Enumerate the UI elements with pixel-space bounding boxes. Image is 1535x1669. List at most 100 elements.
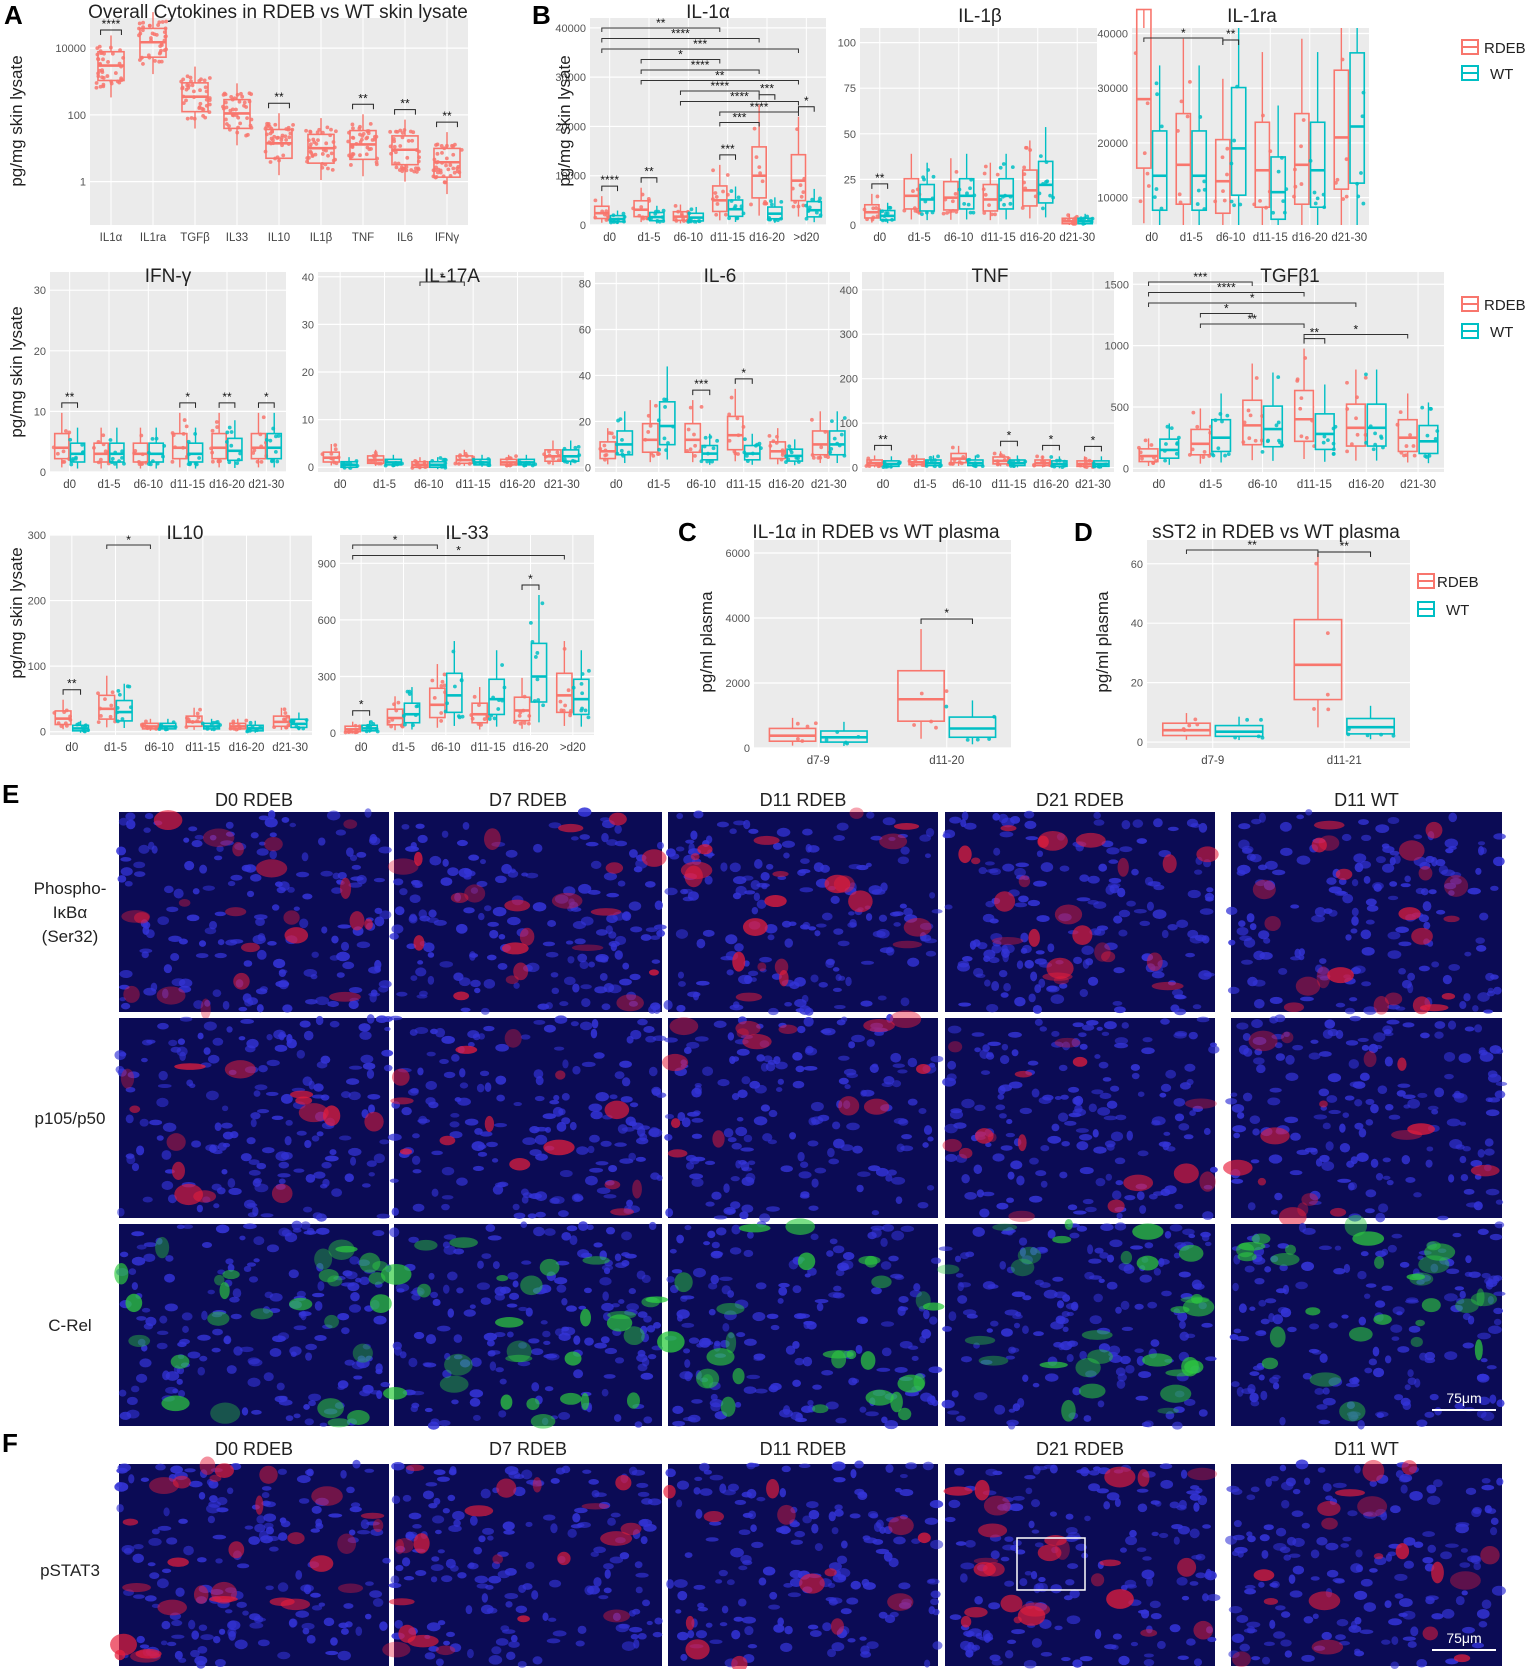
- data-point: [237, 99, 242, 104]
- significance-bracket: [1303, 338, 1326, 344]
- data-point: [185, 116, 190, 121]
- nucleus: [1119, 846, 1133, 853]
- nucleus: [1364, 1208, 1375, 1214]
- nucleus: [693, 1110, 701, 1115]
- nucleus: [591, 1018, 599, 1029]
- significance-label: **: [358, 91, 368, 105]
- nucleus: [543, 1024, 556, 1033]
- stained-cell: [641, 1296, 660, 1308]
- nucleus: [1274, 1192, 1283, 1201]
- nucleus: [1108, 877, 1122, 884]
- nucleus: [164, 1303, 178, 1312]
- nucleus: [740, 1147, 754, 1152]
- box-rdeb: [431, 132, 464, 195]
- box-wt: [1091, 456, 1110, 469]
- chart-title: IL-17A: [424, 266, 480, 287]
- data-point: [201, 107, 206, 112]
- nucleus: [1322, 1029, 1334, 1039]
- box-wt: [1191, 65, 1208, 225]
- nucleus: [350, 1292, 360, 1302]
- comparison-label: ***: [693, 37, 707, 51]
- nucleus: [533, 1019, 546, 1025]
- stained-cell: [669, 1017, 699, 1036]
- nucleus: [734, 943, 744, 952]
- nucleus: [877, 995, 887, 1001]
- data-point: [1142, 151, 1147, 156]
- box-rdeb: [810, 411, 830, 464]
- nucleus: [600, 1140, 612, 1147]
- nucleus: [825, 959, 835, 969]
- nucleus: [427, 975, 435, 985]
- box-wt: [146, 427, 167, 469]
- nucleus: [311, 1094, 326, 1099]
- box-rdeb: [542, 440, 562, 466]
- nucleus: [1082, 959, 1090, 969]
- nucleus: [116, 846, 127, 856]
- nucleus: [441, 1035, 455, 1044]
- nucleus: [895, 1196, 903, 1204]
- nucleus: [179, 1016, 193, 1022]
- significance-marker: **: [436, 109, 458, 128]
- nucleus: [629, 1102, 639, 1108]
- nucleus: [931, 909, 943, 914]
- data-point: [334, 129, 338, 134]
- data-point: [357, 126, 362, 131]
- nucleus: [486, 1141, 498, 1148]
- nucleus: [1096, 1026, 1103, 1031]
- nucleus: [987, 1041, 1001, 1047]
- nucleus: [427, 952, 435, 958]
- nucleus: [256, 1108, 270, 1114]
- nucleus: [649, 935, 661, 940]
- nucleus: [688, 842, 695, 853]
- box-wt: [340, 457, 360, 470]
- nucleus: [176, 1378, 183, 1385]
- stained-cell: [225, 907, 247, 917]
- data-point: [1258, 198, 1262, 203]
- nucleus: [1016, 960, 1024, 970]
- nucleus: [1274, 1014, 1286, 1023]
- data-point: [1325, 692, 1330, 697]
- nucleus: [492, 1261, 500, 1270]
- nucleus: [337, 924, 352, 929]
- nucleus: [151, 845, 158, 854]
- nucleus: [532, 902, 547, 912]
- nucleus: [248, 1276, 259, 1283]
- data-point: [275, 459, 280, 464]
- data-point: [1331, 452, 1336, 456]
- nucleus: [376, 1390, 383, 1400]
- nucleus: [284, 1135, 292, 1146]
- nucleus: [1153, 818, 1163, 828]
- nucleus: [413, 1331, 425, 1340]
- nucleus: [131, 1282, 139, 1290]
- stained-cell: [352, 1343, 373, 1363]
- nucleus: [278, 1395, 288, 1401]
- significance-marker: *: [257, 390, 275, 408]
- nucleus: [161, 1180, 174, 1191]
- comparison-label: **: [1248, 538, 1258, 552]
- nucleus: [878, 914, 888, 922]
- data-point: [688, 405, 693, 410]
- data-point: [934, 725, 938, 730]
- nucleus: [1496, 1048, 1504, 1055]
- nucleus: [1252, 979, 1266, 987]
- nucleus: [614, 1253, 622, 1262]
- nucleus: [1093, 811, 1101, 820]
- nucleus: [164, 1273, 175, 1283]
- box-iqr: [982, 183, 999, 212]
- nucleus: [534, 1095, 545, 1102]
- nucleus: [1095, 1177, 1106, 1187]
- y-tick-label: 100: [840, 418, 858, 430]
- box-rdeb: [346, 114, 380, 177]
- box-iqr: [919, 183, 936, 212]
- nucleus: [609, 1094, 618, 1100]
- nucleus: [1067, 1086, 1080, 1093]
- nucleus: [613, 1414, 622, 1422]
- stained-cell: [580, 1392, 590, 1410]
- data-point: [1411, 444, 1416, 448]
- y-axis-label: pg/ml plasma: [1093, 591, 1112, 693]
- nucleus: [494, 1293, 506, 1301]
- nucleus: [460, 1007, 471, 1012]
- nucleus: [893, 922, 901, 927]
- significance-marker: *: [1042, 432, 1060, 451]
- nucleus: [432, 1298, 441, 1307]
